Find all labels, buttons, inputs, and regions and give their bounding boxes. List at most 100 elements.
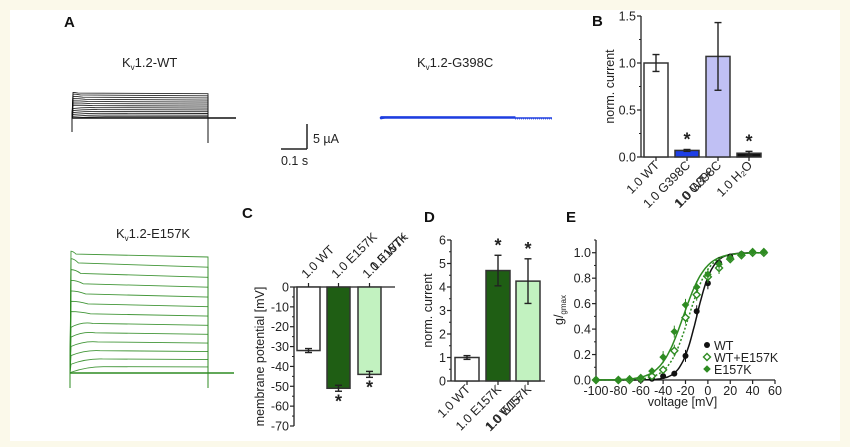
- trace-sweep: [69, 311, 209, 374]
- bar-1: [643, 62, 669, 158]
- trace-group-e157k: [69, 250, 234, 388]
- data-point: [592, 376, 600, 384]
- y-tick-label: 0: [282, 281, 289, 295]
- trace-sweep: [71, 104, 209, 119]
- y-tick-label: -40: [271, 360, 289, 374]
- trace-sweep: [71, 107, 209, 119]
- y-tick-label: 5: [439, 257, 446, 271]
- x-tick-label: -20: [676, 384, 694, 398]
- figure-panel: A B C D E Kv1.2-WT Kv1.2-G398C Kv1.2-E15…: [10, 10, 840, 441]
- trace-sweep: [379, 117, 516, 120]
- x-axis-label: voltage [mV]: [648, 395, 717, 409]
- trace-sweep: [69, 300, 209, 374]
- y-tick-label: -20: [271, 320, 289, 334]
- significance-star: *: [494, 235, 501, 255]
- data-point: [682, 352, 689, 359]
- data-point: [737, 250, 746, 258]
- x-tick-label: -80: [609, 384, 627, 398]
- bar-2: [485, 269, 511, 382]
- data-point: [681, 301, 690, 309]
- data-point: [715, 260, 723, 268]
- y-axis-label: norm. current: [603, 49, 617, 124]
- trace-sweep: [69, 358, 209, 374]
- scale-bar-time-label: 0.1 s: [281, 154, 308, 168]
- y-axis-label: norm. current: [421, 273, 435, 348]
- trace-sweep: [69, 350, 209, 374]
- trace-sweep: [69, 341, 209, 374]
- trace-sweep: [69, 290, 209, 374]
- y-axis-label: g/gmax: [552, 295, 568, 325]
- legend-marker: [703, 365, 711, 373]
- panel-label-e: E: [566, 209, 576, 226]
- y-tick-label: 0.0: [619, 151, 636, 165]
- data-point: [692, 283, 701, 291]
- trace-sweep: [71, 102, 209, 119]
- y-tick-label: -60: [271, 400, 289, 414]
- trace-sweep: [71, 110, 209, 119]
- data-point: [647, 371, 657, 381]
- legend-label: WT: [714, 339, 734, 353]
- bar-2: [326, 286, 351, 390]
- y-tick-label: 0.2: [574, 348, 591, 362]
- y-tick-label: 6: [439, 234, 446, 248]
- scale-bar-current-label: 5 µA: [313, 132, 340, 146]
- trace-sweep: [71, 112, 209, 119]
- trace-title-g398c: Kv1.2-G398C: [417, 55, 493, 72]
- bar-1: [454, 356, 480, 382]
- y-tick-label: 1.0: [619, 57, 636, 71]
- trace-group-wt: [71, 92, 236, 143]
- data-point: [704, 270, 712, 279]
- data-point: [625, 374, 634, 383]
- y-tick-label: 1: [439, 351, 446, 365]
- legend-marker: [702, 352, 712, 362]
- y-tick-label: 0.5: [619, 104, 636, 118]
- y-tick-label: 4: [439, 281, 446, 295]
- significance-star: *: [335, 391, 342, 411]
- panel-label-b: B: [592, 13, 603, 30]
- bar-3: [357, 286, 382, 376]
- trace-sweep: [69, 322, 209, 374]
- trace-sweep: [69, 250, 209, 374]
- y-tick-label: 3: [439, 304, 446, 318]
- y-tick-label: -50: [271, 380, 289, 394]
- legend-label: E157K: [714, 363, 752, 377]
- y-tick-label: 0.0: [574, 374, 591, 388]
- y-tick-label: 0.6: [574, 297, 591, 311]
- data-point: [748, 247, 757, 256]
- scale-bar: 5 µA 0.1 s: [281, 124, 340, 168]
- data-point: [704, 280, 711, 287]
- figure-canvas: A B C D E Kv1.2-WT Kv1.2-G398C Kv1.2-E15…: [64, 10, 782, 434]
- trace-title-e157k: Kv1.2-E157K: [116, 226, 190, 243]
- trace-sweep: [71, 116, 209, 119]
- data-point: [669, 346, 679, 356]
- y-tick-label: 1.0: [574, 246, 591, 260]
- legend-label: WT+E157K: [714, 351, 779, 365]
- trace-sweep: [71, 109, 209, 119]
- significance-star: *: [366, 377, 373, 397]
- data-point: [658, 365, 668, 375]
- significance-star: *: [524, 239, 531, 259]
- legend-marker: [704, 342, 710, 348]
- trace-sweep: [379, 116, 516, 119]
- x-tick-label: -100: [583, 384, 608, 398]
- current-traces: [69, 92, 552, 388]
- data-point: [670, 327, 679, 336]
- data-point: [671, 370, 678, 377]
- trace-title-wt: Kv1.2-WT: [122, 55, 177, 72]
- fit-curve-e157k: [596, 252, 764, 381]
- y-tick-label: 0.8: [574, 272, 591, 286]
- x-tick-label: -60: [632, 384, 650, 398]
- chart-c: 0 -10 -20 -30 -40 -50 -60 -70 membrane potential…: [253, 229, 411, 433]
- x-tick-label: 20: [723, 384, 737, 398]
- data-point: [692, 290, 702, 300]
- trace-sweep: [69, 366, 209, 374]
- x-tick-label: -40: [654, 384, 672, 398]
- y-axis-label: membrane potential [mV]: [253, 287, 267, 427]
- data-point: [614, 376, 623, 384]
- data-point: [760, 247, 768, 256]
- y-tick-label: -10: [271, 300, 289, 314]
- trace-group-g398c: [379, 116, 552, 120]
- trace-sweep: [71, 92, 209, 119]
- x-tick-label: 60: [768, 384, 782, 398]
